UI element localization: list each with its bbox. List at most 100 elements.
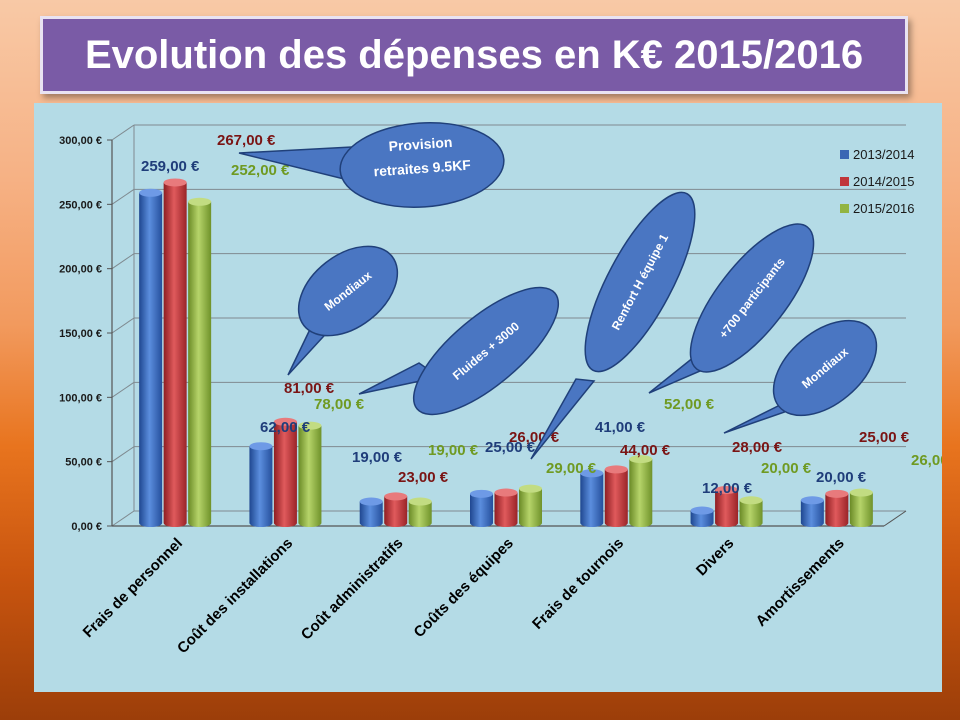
data-label: 20,00 € (816, 469, 867, 486)
callout-bubble: Fluides + 3000 (358, 286, 560, 416)
callout-bubble: Mondiaux (287, 245, 399, 376)
label-layer: 259,00 € 267,00 € 252,00 € 62,00 € 81,00 €78… (141, 132, 942, 497)
callout-ellipse (689, 223, 815, 373)
chart-area: 0,00 € 50,00 € 100,00 € 150,00 € 200,00 € 250… (34, 103, 942, 692)
data-label: 62,00 € (260, 419, 311, 436)
callout-ellipse (584, 191, 696, 373)
callout-layer: Provisionretraites 9.5KFMondiauxFluides … (238, 121, 878, 460)
bar-2015-2016-top (629, 455, 653, 464)
bar-2015-2016 (739, 500, 763, 527)
legend-label: 2015/2016 (853, 201, 914, 216)
data-label: 12,00 € (702, 480, 753, 497)
callout-bubble: Renfort H équipe 1 (530, 191, 696, 460)
x-category-label: Coûts des équipes (411, 535, 517, 641)
bar-2015-2016 (188, 201, 212, 527)
callout-text-line: Provision (388, 134, 453, 154)
data-label: 25,00 € (859, 429, 910, 446)
gridline-depth (111, 188, 135, 205)
bar-2014-2015-top (715, 485, 739, 494)
bar-2013-2014 (139, 192, 163, 527)
callout-ellipse (297, 245, 399, 337)
page-title: Evolution des dépenses en K€ 2015/2016 (84, 32, 864, 77)
x-category-label: Frais de tournois (529, 535, 627, 633)
bar-2014-2015-top (384, 492, 408, 501)
x-category-label: Coût des installations (174, 535, 296, 657)
bar-2014-2015-top (273, 417, 297, 426)
callout-ellipse (339, 121, 505, 209)
legend-swatch (840, 204, 849, 213)
y-tick-label: 50,00 € (65, 457, 102, 469)
legend-label: 2014/2015 (853, 174, 914, 189)
x-category-label: Coût administratifs (298, 535, 407, 644)
bar-2014-2015-top (604, 465, 628, 474)
data-label: 23,00 € (398, 469, 449, 486)
data-label: 252,00 € (231, 162, 290, 179)
bar-layer (139, 178, 873, 527)
data-label: 41,00 € (595, 419, 646, 436)
bar-2013-2014 (690, 510, 714, 527)
callout-bubble: Mondiaux (723, 319, 878, 434)
bar-2013-2014-top (690, 506, 714, 515)
bar-2015-2016-top (298, 421, 322, 430)
bar-2015-2016-top (849, 488, 873, 497)
bar-2015-2016 (519, 488, 542, 527)
y-tick-label: 0,00 € (71, 521, 102, 533)
data-label: 52,00 € (664, 396, 715, 413)
bar-2014-2015-top (163, 178, 187, 187)
data-label: 78,00 € (314, 396, 365, 413)
data-label: 44,00 € (620, 442, 671, 459)
bar-2015-2016-top (739, 496, 763, 505)
bar-2014-2015 (494, 492, 518, 527)
y-tick-label: 250,00 € (59, 199, 102, 211)
bar-2013-2014 (249, 446, 273, 527)
legend-swatch (840, 150, 849, 159)
bar-2014-2015 (384, 496, 408, 527)
title-banner: Evolution des dépenses en K€ 2015/2016 (40, 16, 908, 94)
data-label: 19,00 € (428, 442, 479, 459)
data-label: 19,00 € (352, 449, 403, 466)
callout-text-line: retraites 9.5KF (373, 157, 472, 180)
callout-pointer (530, 378, 596, 460)
gridline-depth (111, 253, 135, 270)
bar-2013-2014 (359, 501, 383, 527)
gridline-depth (111, 510, 135, 527)
bar-2014-2015-top (825, 489, 849, 498)
gridline-depth (111, 124, 135, 141)
bar-2014-2015 (273, 421, 297, 527)
y-tick-label: 150,00 € (59, 328, 102, 340)
data-label: 259,00 € (141, 158, 200, 175)
legend: 2013/2014 2014/2015 2015/2016 (840, 147, 914, 216)
bar-2015-2016 (849, 492, 873, 527)
legend-label: 2013/2014 (853, 147, 914, 162)
bar-2014-2015 (715, 489, 739, 527)
bar-2014-2015-top (494, 488, 518, 497)
bar-2013-2014 (580, 473, 604, 527)
gridline-depth (111, 381, 135, 398)
gridline-depth (111, 446, 135, 463)
x-category-label: Frais de personnel (80, 535, 186, 641)
bar-2013-2014-top (800, 496, 824, 505)
callout-ellipse (772, 319, 878, 417)
bar-2013-2014-top (359, 497, 383, 506)
gridline-depth (111, 317, 135, 334)
x-category-label: Divers (693, 535, 737, 579)
bar-2015-2016-top (408, 497, 432, 506)
data-label: 81,00 € (284, 380, 335, 397)
bar-2015-2016-top (519, 484, 542, 493)
legend-swatch (840, 177, 849, 186)
bar-2015-2016 (298, 425, 322, 527)
y-tick-label: 100,00 € (59, 392, 102, 404)
bar-2014-2015 (825, 493, 849, 527)
data-label: 25,00 € (485, 439, 536, 456)
x-category-label: Amortissements (753, 535, 848, 630)
bar-2013-2014-top (470, 489, 493, 498)
bar-2015-2016 (629, 459, 653, 527)
bar-2013-2014 (470, 493, 493, 527)
bar-2015-2016 (408, 501, 432, 527)
data-label: 267,00 € (217, 132, 276, 149)
bar-2014-2015 (604, 469, 628, 527)
data-label: 26,00 € (911, 452, 942, 469)
bar-2015-2016-top (188, 197, 212, 206)
callout-text: Provision retraites 9.5KF (371, 133, 471, 180)
data-label: 20,00 € (761, 460, 812, 477)
